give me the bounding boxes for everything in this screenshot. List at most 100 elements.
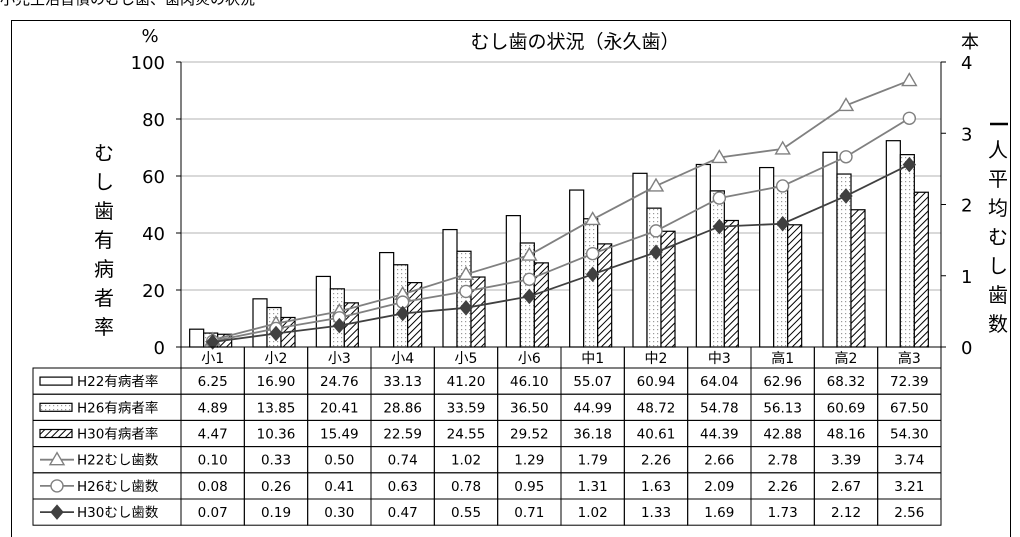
table-cell-value: 0.55 xyxy=(451,505,481,521)
marker-diamond xyxy=(269,325,283,342)
table-header-label: 小5 xyxy=(455,351,478,367)
chart-frame xyxy=(11,20,1011,537)
marker-diamond xyxy=(649,244,663,261)
table-cell-value: 67.50 xyxy=(890,400,929,416)
table-cell-value: 48.16 xyxy=(827,427,866,443)
table-cell-value: 56.13 xyxy=(763,400,802,416)
table-cell-value: 0.07 xyxy=(198,505,228,521)
table-cell-value: 33.13 xyxy=(383,374,422,390)
table-cell-value: 20.41 xyxy=(320,400,359,416)
table-header-label: 小2 xyxy=(265,351,288,367)
table-header-label: 高1 xyxy=(771,350,794,367)
table-cell-value: 0.74 xyxy=(388,453,418,469)
table-header-label: 高3 xyxy=(898,350,921,367)
table-cell-value: 2.78 xyxy=(768,453,798,469)
table-cell-value: 0.10 xyxy=(198,453,228,469)
marker-diamond xyxy=(902,156,916,173)
table-cell-value: 2.09 xyxy=(704,479,734,495)
marker-triangle xyxy=(48,451,66,466)
gridlines xyxy=(181,61,941,291)
series-line xyxy=(212,79,910,341)
bar xyxy=(822,151,838,348)
marker-triangle xyxy=(457,265,475,281)
table-cell-value: 54.30 xyxy=(890,427,929,443)
table-header-label: 小6 xyxy=(518,351,541,367)
marker-circle xyxy=(839,150,853,164)
table-cell-value: 0.63 xyxy=(388,479,418,495)
table-cell-value: 44.39 xyxy=(700,427,739,443)
table-cell-value: 0.26 xyxy=(261,479,291,495)
table-cell-value: 62.96 xyxy=(763,374,802,390)
table-cell-value: 0.47 xyxy=(388,505,418,521)
table-cell-value: 2.26 xyxy=(768,479,798,495)
right-tick-label: 3 xyxy=(961,124,972,145)
table-cell-value: 2.66 xyxy=(704,453,734,469)
bar xyxy=(597,243,613,348)
table-cell-value: 1.29 xyxy=(514,453,544,469)
table-cell-value: 0.41 xyxy=(324,479,354,495)
legend-key-bar xyxy=(39,428,73,439)
right-tick-label: 4 xyxy=(961,53,972,74)
table-cell-value: 29.52 xyxy=(510,427,549,443)
table-cell-value: 2.56 xyxy=(894,505,924,521)
table-cell-value: 1.79 xyxy=(578,453,608,469)
right-axis-unit: 本 xyxy=(961,32,979,53)
marker-diamond xyxy=(712,218,726,235)
marker-diamond xyxy=(332,317,346,334)
table-cell-value: 0.30 xyxy=(324,505,354,521)
marker-circle xyxy=(585,246,600,261)
table-cell-value: 1.63 xyxy=(641,479,671,495)
marker-diamond xyxy=(206,334,220,350)
left-axis-title-char: 歯 xyxy=(94,199,114,223)
legend-key-bar xyxy=(39,402,73,412)
bar-group xyxy=(189,140,929,348)
table-cell-value: 36.18 xyxy=(573,427,612,443)
marker-diamond xyxy=(459,300,473,316)
left-axis-title-char: 病 xyxy=(94,257,114,281)
bar xyxy=(442,228,458,348)
table-cell-value: 3.39 xyxy=(831,453,861,469)
marker-circle xyxy=(649,224,663,238)
marker-circle xyxy=(50,479,64,493)
table-cell-value: 41.20 xyxy=(447,374,486,390)
bar xyxy=(709,190,725,348)
left-tick-label: 100 xyxy=(131,53,165,74)
left-tick-label: 20 xyxy=(142,281,165,302)
marker-circle xyxy=(522,272,537,287)
table-cell-value: 1.31 xyxy=(578,479,608,495)
right-axis-title-char: 平 xyxy=(988,167,1008,191)
table-row-label: H26有病者率 xyxy=(77,399,158,416)
table-header-label: 高2 xyxy=(835,350,858,367)
table-cell-value: 0.19 xyxy=(261,505,291,521)
table-cell-value: 48.72 xyxy=(637,400,676,416)
left-tick-label: 0 xyxy=(154,338,165,359)
series-line xyxy=(212,163,910,343)
right-axis-title-char: 均 xyxy=(988,196,1008,220)
table-header-label: 中2 xyxy=(645,351,668,367)
left-tick-label: 40 xyxy=(142,224,165,245)
marker-triangle xyxy=(901,72,918,87)
table-cell-value: 4.89 xyxy=(198,400,228,416)
bar xyxy=(189,328,205,348)
marker-diamond xyxy=(839,188,853,204)
table-cell-value: 22.59 xyxy=(383,427,422,443)
marker-triangle xyxy=(837,97,855,112)
right-axis-title-char: む xyxy=(988,225,1008,249)
table-cell-value: 64.04 xyxy=(700,374,739,390)
table-cell-value: 0.95 xyxy=(514,479,544,495)
marker-triangle xyxy=(521,246,538,261)
table-cell-value: 1.33 xyxy=(641,505,671,521)
marker-diamond xyxy=(50,504,64,520)
bar xyxy=(899,154,915,348)
table-row-label: H22むし歯数 xyxy=(77,453,159,469)
left-axis-title-char: 者 xyxy=(94,286,114,310)
left-tick-label: 80 xyxy=(142,110,165,131)
bar xyxy=(773,186,789,348)
left-axis-title-char: む xyxy=(94,141,114,165)
table-cell-value: 13.85 xyxy=(257,400,296,416)
left-tick-label: 60 xyxy=(142,167,165,188)
marker-circle xyxy=(459,284,473,299)
table-cell-value: 15.49 xyxy=(320,427,359,443)
